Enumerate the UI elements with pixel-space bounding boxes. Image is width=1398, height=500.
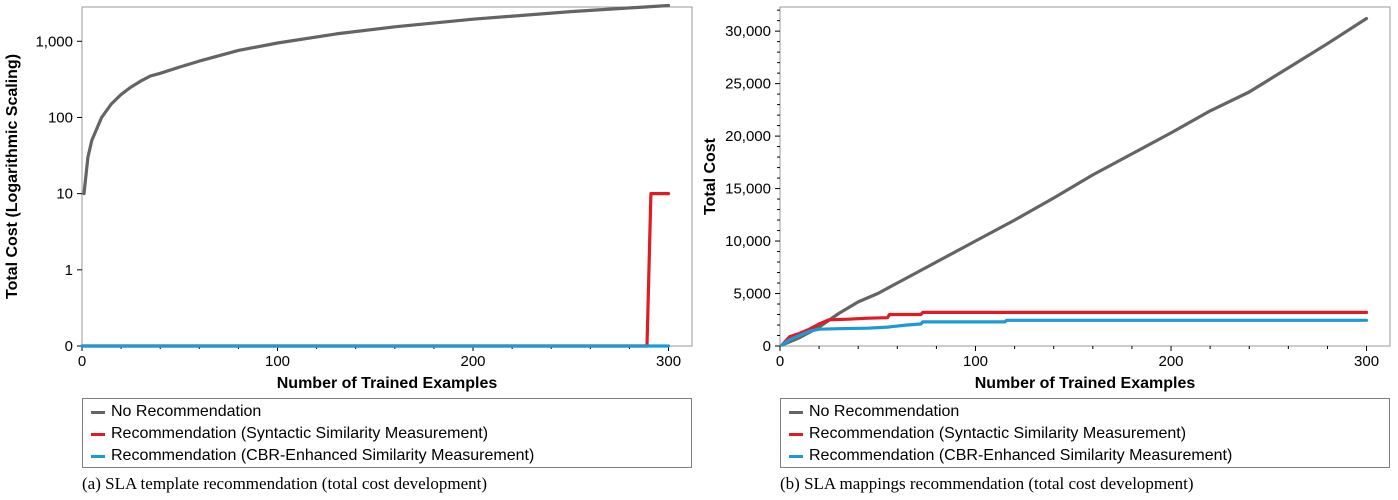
y-tick-label: 0 — [763, 338, 771, 355]
x-axis-title: Number of Trained Examples — [975, 375, 1196, 392]
x-tick-label: 200 — [461, 353, 486, 370]
y-tick-label: 1 — [65, 262, 73, 279]
legend-label: No Recommendation — [809, 403, 960, 420]
y-tick-label: 25,000 — [725, 76, 771, 93]
legend-label: No Recommendation — [111, 403, 262, 420]
caption-right: (b) SLA mappings recommendation (total c… — [780, 474, 1194, 493]
legend-swatch — [91, 432, 105, 436]
caption-left: (a) SLA template recommendation (total c… — [82, 474, 488, 493]
y-tick-label: 15,000 — [725, 181, 771, 198]
legend-item-no-recommendation: No Recommendation — [789, 401, 1381, 423]
x-tick-label: 100 — [963, 353, 988, 370]
series-cbr — [780, 318, 1369, 347]
legend-label: Recommendation (Syntactic Similarity Mea… — [111, 425, 489, 442]
plot-frame — [779, 6, 1391, 347]
y-axis-title: Total Cost (Logarithmic Scaling) — [4, 54, 21, 299]
x-tick-label: 300 — [1354, 353, 1379, 370]
legend-swatch — [789, 432, 803, 436]
series-syntactic — [80, 192, 671, 348]
x-tick-label: 300 — [656, 353, 681, 370]
legend-label: Recommendation (Syntactic Similarity Mea… — [809, 425, 1187, 442]
y-tick-label: 30,000 — [725, 23, 771, 40]
legend-swatch — [789, 410, 803, 414]
y-tick-label: 100 — [48, 109, 73, 126]
legend-item-syntactic: Recommendation (Syntactic Similarity Mea… — [789, 423, 1381, 445]
x-tick-label: 100 — [265, 353, 290, 370]
x-tick-label: 200 — [1159, 353, 1184, 370]
x-tick-label: 0 — [78, 353, 86, 370]
legend-item-no-recommendation: No Recommendation — [91, 401, 683, 423]
plot-frame — [81, 6, 693, 347]
y-tick-label: 0 — [65, 338, 73, 355]
y-tick-label: 1,000 — [35, 33, 73, 50]
y-tick-label: 5,000 — [733, 286, 771, 303]
series-no-recommendation — [780, 16, 1369, 347]
y-tick-label: 20,000 — [725, 128, 771, 145]
y-tick-label: 10 — [56, 186, 73, 203]
legend-swatch — [91, 454, 105, 458]
legend-swatch — [789, 454, 803, 458]
legend-item-cbr: Recommendation (CBR-Enhanced Similarity … — [91, 445, 683, 467]
y-axis-title: Total Cost — [702, 137, 719, 215]
x-tick-label: 0 — [776, 353, 784, 370]
legend-item-cbr: Recommendation (CBR-Enhanced Similarity … — [789, 445, 1381, 467]
legend-label: Recommendation (CBR-Enhanced Similarity … — [809, 447, 1233, 464]
series-no-recommendation — [82, 3, 671, 196]
legend-label: Recommendation (CBR-Enhanced Similarity … — [111, 447, 535, 464]
x-axis-title: Number of Trained Examples — [277, 375, 498, 392]
legend-item-syntactic: Recommendation (Syntactic Similarity Mea… — [91, 423, 683, 445]
chart-left: 0 100 200 300 0 1 10 100 1,000 Number of Trained … — [4, 3, 693, 392]
chart-right: 0 100 200 300 0 5,000 10,000 15,000 20,000 25,000… — [702, 6, 1391, 392]
legend-right: No Recommendation Recommendation (Syntac… — [780, 398, 1390, 468]
legend-left: No Recommendation Recommendation (Syntac… — [82, 398, 692, 468]
legend-swatch — [91, 410, 105, 414]
y-tick-label: 10,000 — [725, 233, 771, 250]
series-syntactic — [780, 310, 1369, 347]
